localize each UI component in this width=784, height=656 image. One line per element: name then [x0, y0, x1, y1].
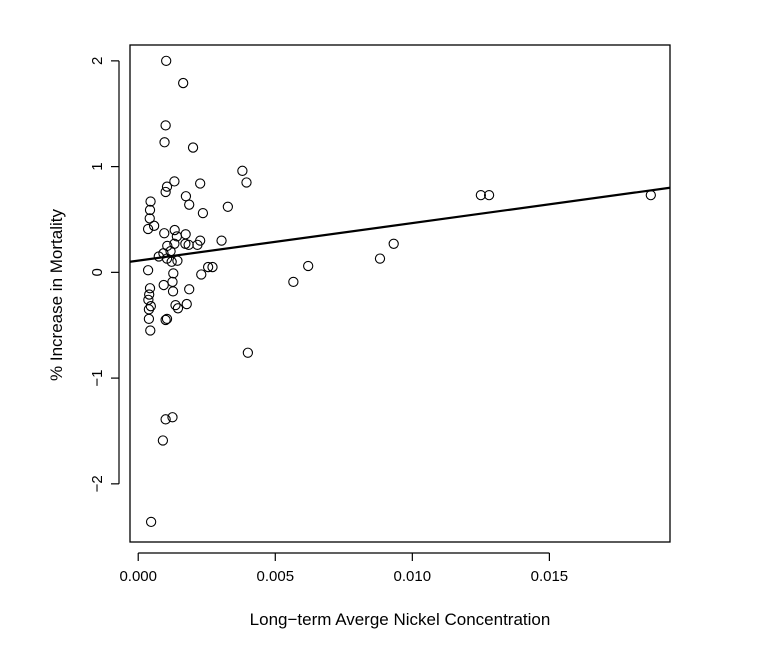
data-point [180, 191, 192, 202]
data-point [197, 207, 209, 219]
data-point [167, 276, 178, 288]
data-point [195, 178, 206, 189]
data-point [184, 199, 195, 210]
data-point [161, 313, 173, 325]
data-point [144, 213, 155, 224]
x-tick-label: 0.000 [119, 568, 157, 585]
data-point [144, 283, 156, 294]
data-point [483, 190, 495, 201]
y-tick-label: 2 [89, 57, 106, 65]
data-point [184, 284, 195, 295]
data-point [167, 412, 178, 423]
data-point [196, 269, 207, 280]
x-axis-title: Long−term Averge Nickel Concentration [250, 610, 551, 629]
x-tick-label: 0.010 [394, 568, 432, 585]
data-point [145, 196, 156, 207]
data-point [158, 279, 169, 291]
data-point [169, 176, 180, 187]
data-point [143, 304, 155, 315]
data-point [166, 256, 177, 267]
plot-frame [129, 44, 671, 543]
y-axis-title: % Increase in Mortality [47, 209, 66, 381]
data-point [153, 251, 164, 262]
data-point [288, 276, 299, 288]
data-point [237, 165, 248, 176]
fit-line-layer [129, 186, 671, 263]
data-point [645, 190, 656, 201]
data-point [183, 239, 194, 251]
data-point [145, 301, 156, 312]
data-point [148, 220, 160, 231]
data-point [157, 435, 169, 446]
data-point [160, 120, 171, 131]
data-point [172, 303, 184, 314]
data-point [142, 265, 154, 276]
data-point [143, 294, 154, 305]
data-point [170, 299, 181, 311]
data-point [160, 186, 171, 198]
data-point [202, 261, 214, 273]
data-point [187, 142, 199, 153]
y-axis: −2 −1 0 1 2 [89, 57, 120, 492]
data-point [161, 55, 172, 67]
data-point [161, 181, 173, 192]
data-point [475, 190, 487, 201]
data-point [180, 229, 191, 240]
data-point [222, 201, 234, 212]
y-tick-label: −1 [89, 370, 106, 387]
x-axis: 0.000 0.005 0.010 0.015 [119, 552, 569, 585]
data-point [172, 255, 183, 266]
y-tick-label: −2 [89, 475, 106, 492]
data-point [145, 516, 157, 528]
regression-line [129, 186, 671, 263]
y-tick-label: 1 [89, 162, 106, 170]
data-point [388, 238, 399, 249]
data-point [168, 268, 179, 279]
data-point [145, 325, 156, 336]
x-tick-label: 0.015 [531, 568, 569, 585]
data-point [169, 224, 180, 236]
data-point [144, 204, 156, 216]
data-point [178, 77, 189, 89]
data-point [216, 235, 227, 246]
data-point [195, 235, 206, 246]
data-point [159, 137, 170, 148]
data-point [181, 298, 192, 310]
data-point [143, 313, 155, 325]
data-point [242, 347, 254, 358]
points-layer [142, 55, 656, 528]
x-tick-label: 0.005 [257, 568, 295, 585]
data-point [144, 289, 155, 300]
data-point [160, 314, 171, 326]
y-tick-label: 0 [89, 268, 106, 276]
data-point [167, 286, 179, 297]
data-point [207, 261, 218, 273]
data-point [303, 260, 314, 272]
data-point [160, 414, 171, 425]
data-point [142, 223, 154, 235]
data-point [159, 228, 170, 239]
data-point [374, 253, 386, 264]
data-point [241, 177, 252, 188]
